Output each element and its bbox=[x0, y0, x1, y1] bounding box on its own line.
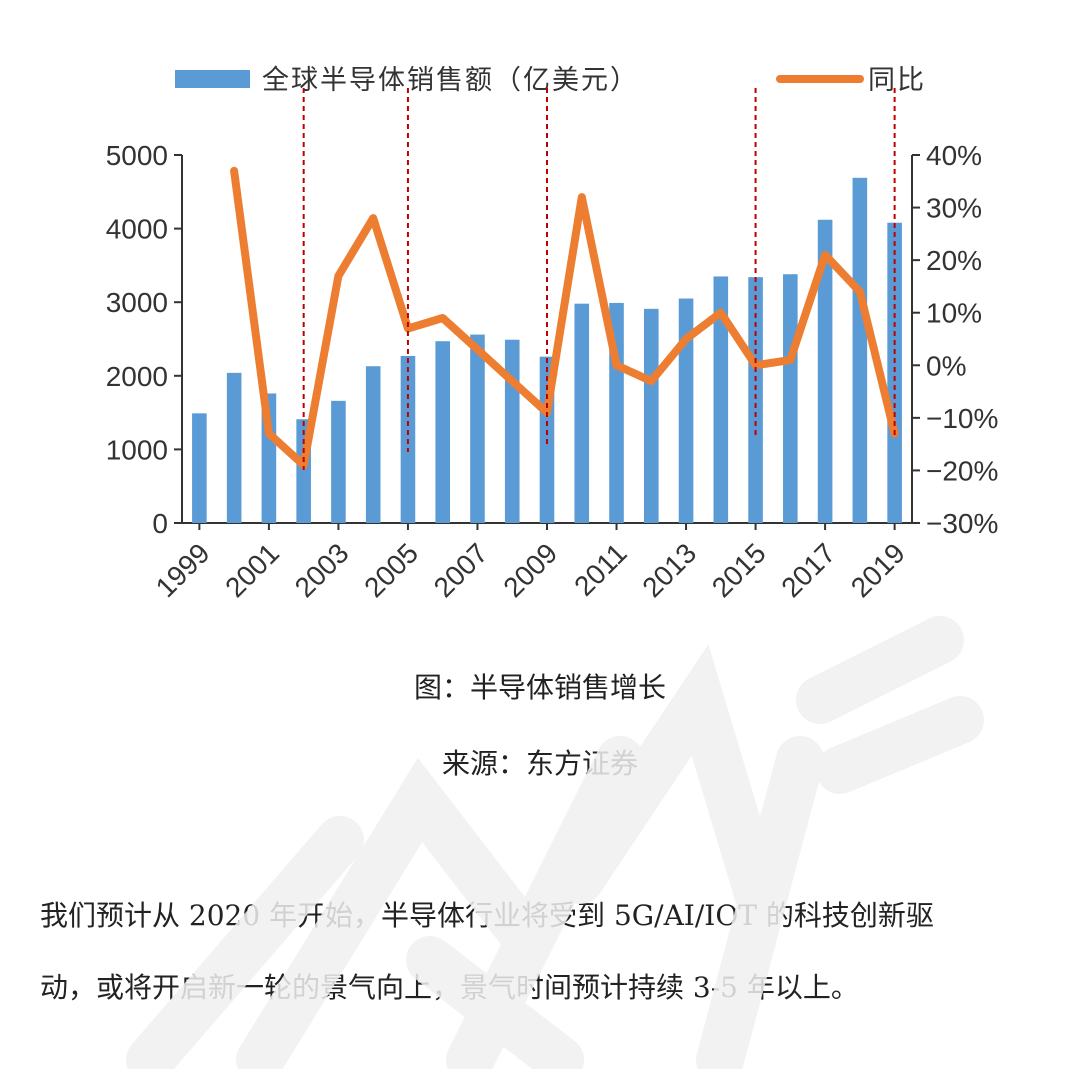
sales-growth-chart: 全球半导体销售额（亿美元） 同比 0 1000 2000 3000 4000 5000 −3… bbox=[106, 65, 999, 603]
legend-line-label: 同比 bbox=[868, 65, 926, 96]
bar bbox=[470, 334, 485, 523]
y-left-tick-label: 0 bbox=[152, 508, 168, 539]
x-tick-label: 2001 bbox=[219, 537, 285, 603]
legend-bar-label: 全球半导体销售额（亿美元） bbox=[262, 65, 639, 96]
y-left-tick-label: 3000 bbox=[106, 287, 168, 318]
source-caption: 来源：东方证券 bbox=[441, 747, 638, 780]
bar bbox=[817, 219, 833, 523]
vertical-markers bbox=[302, 88, 896, 470]
x-tick-label: 2003 bbox=[289, 537, 355, 603]
legend: 全球半导体销售额（亿美元） 同比 bbox=[175, 65, 926, 96]
yoy-line bbox=[230, 166, 899, 470]
bar bbox=[748, 277, 763, 523]
bar bbox=[435, 341, 451, 523]
bar bbox=[887, 222, 902, 523]
x-tick-label: 2007 bbox=[428, 537, 494, 603]
x-tick-label: 2015 bbox=[706, 537, 772, 603]
x-tick-label: 2019 bbox=[845, 537, 911, 603]
y-left-tick-label: 2000 bbox=[106, 361, 168, 392]
x-tick-label: 2013 bbox=[636, 537, 702, 603]
paragraph-line-2: 动，或将开启新一轮的景气向上，景气时间预计持续 3-5 年以上。 bbox=[40, 971, 859, 1004]
y-right-tick-label: 40% bbox=[926, 140, 982, 171]
y-right-tick-label: −10% bbox=[926, 403, 998, 434]
x-tick-label: 2011 bbox=[568, 537, 633, 602]
bar bbox=[574, 303, 590, 523]
x-tick-label: 1999 bbox=[150, 537, 216, 603]
bar bbox=[331, 400, 346, 523]
bar bbox=[643, 308, 659, 523]
y-right-tick-label: 30% bbox=[926, 193, 982, 224]
bar bbox=[226, 372, 242, 523]
bar bbox=[504, 339, 520, 523]
bar bbox=[713, 276, 729, 523]
bar bbox=[192, 413, 207, 523]
y-right-tick-label: 10% bbox=[926, 298, 982, 329]
x-tick-label: 2017 bbox=[775, 537, 841, 603]
x-tick-label: 2005 bbox=[358, 537, 424, 603]
bar bbox=[678, 298, 694, 523]
y-right-tick-label: −20% bbox=[926, 455, 998, 486]
figure-caption: 图：半导体销售增长 bbox=[413, 671, 666, 704]
bar bbox=[365, 366, 381, 523]
y-right-tick-label: 20% bbox=[926, 245, 982, 276]
y-right-tick-label: −30% bbox=[926, 508, 998, 539]
line-series bbox=[230, 166, 899, 470]
x-tick-label: 2009 bbox=[497, 537, 563, 603]
bar bbox=[852, 177, 868, 524]
legend-bar-swatch bbox=[175, 70, 250, 88]
paragraph: 我们预计从 2020 年开始，半导体行业将受到 5G/AI/IOT 的科技创新驱… bbox=[40, 880, 1050, 1024]
bar bbox=[783, 274, 798, 523]
y-left-tick-label: 4000 bbox=[106, 214, 168, 245]
y-left-tick-label: 5000 bbox=[106, 140, 168, 171]
y-left-tick-label: 1000 bbox=[106, 434, 168, 465]
y-right-tick-label: 0% bbox=[926, 350, 966, 381]
paragraph-line-1: 我们预计从 2020 年开始，半导体行业将受到 5G/AI/IOT 的科技创新驱 bbox=[40, 899, 934, 932]
